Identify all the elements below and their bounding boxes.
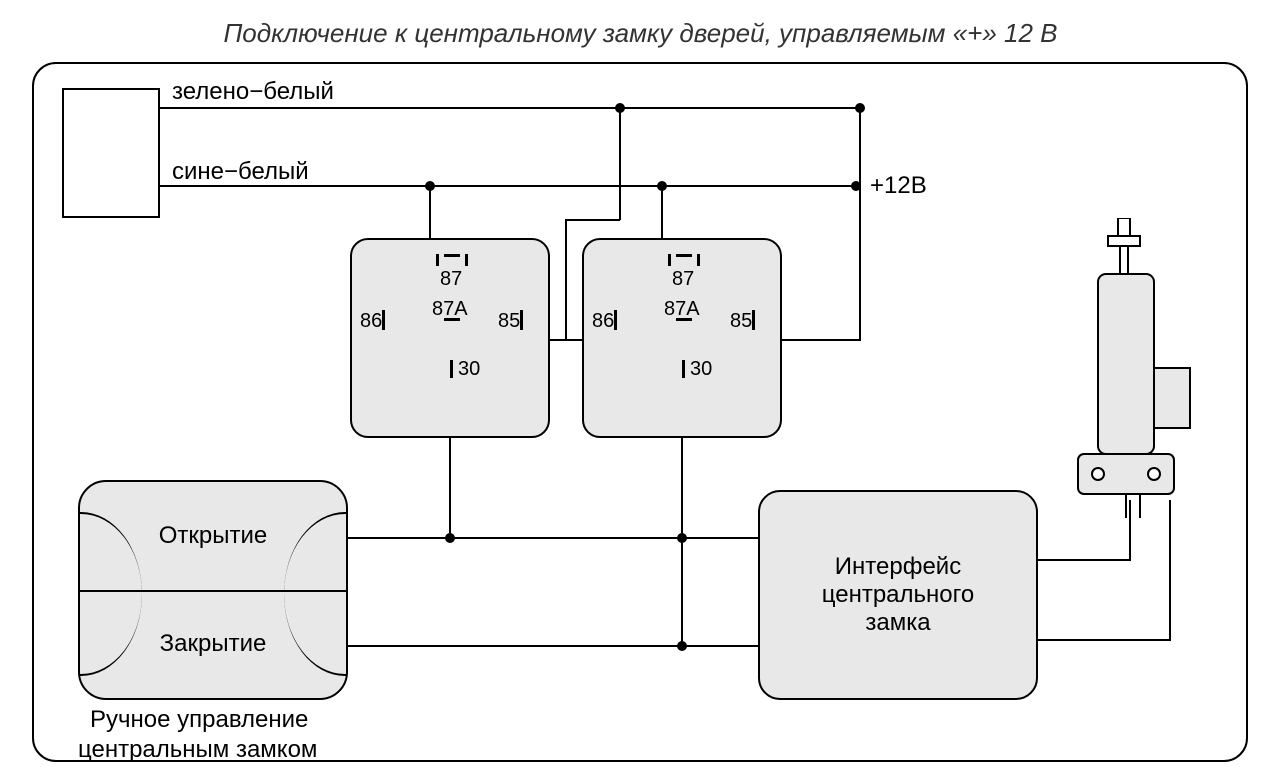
junction-node (425, 181, 435, 191)
relay-1: 87 87А 86 85 30 (350, 238, 550, 438)
manual-caption-line2: центральным замком (78, 736, 317, 764)
junction-node (677, 641, 687, 651)
junction-node (851, 181, 861, 191)
alarm-source-box (62, 88, 160, 218)
relay1-pin-85: 85 (498, 310, 520, 333)
relay2-pin-86: 86 (592, 310, 614, 333)
junction-node (615, 103, 625, 113)
interface-label-l3: замка (822, 609, 974, 637)
junction-node (677, 533, 687, 543)
relay1-pin-86: 86 (360, 310, 382, 333)
junction-node (855, 103, 865, 113)
interface-label-l2: центрального (822, 581, 974, 609)
relay-2: 87 87А 86 85 30 (582, 238, 782, 438)
actuator-icon (1048, 218, 1218, 528)
relay2-pin-85: 85 (730, 310, 752, 333)
manual-caption-line1: Ручное управление (90, 706, 308, 734)
manual-control-box: Открытие Закрытие (78, 480, 348, 700)
relay1-pin-30: 30 (458, 358, 480, 381)
diagram-title: Подключение к центральному замку дверей,… (0, 18, 1281, 49)
junction-node (445, 533, 455, 543)
junction-node (657, 181, 667, 191)
power-label: +12В (870, 172, 927, 200)
relay2-pin-87a: 87А (664, 298, 700, 321)
central-lock-interface-box: Интерфейс центрального замка (758, 490, 1038, 700)
wire-label-green-white: зелено−белый (172, 78, 334, 106)
relay2-pin-87: 87 (672, 268, 694, 291)
wire-label-blue-white: сине−белый (172, 158, 309, 186)
relay1-pin-87: 87 (440, 268, 462, 291)
relay2-pin-30: 30 (690, 358, 712, 381)
relay1-pin-87a: 87А (432, 298, 468, 321)
interface-label-l1: Интерфейс (822, 553, 974, 581)
